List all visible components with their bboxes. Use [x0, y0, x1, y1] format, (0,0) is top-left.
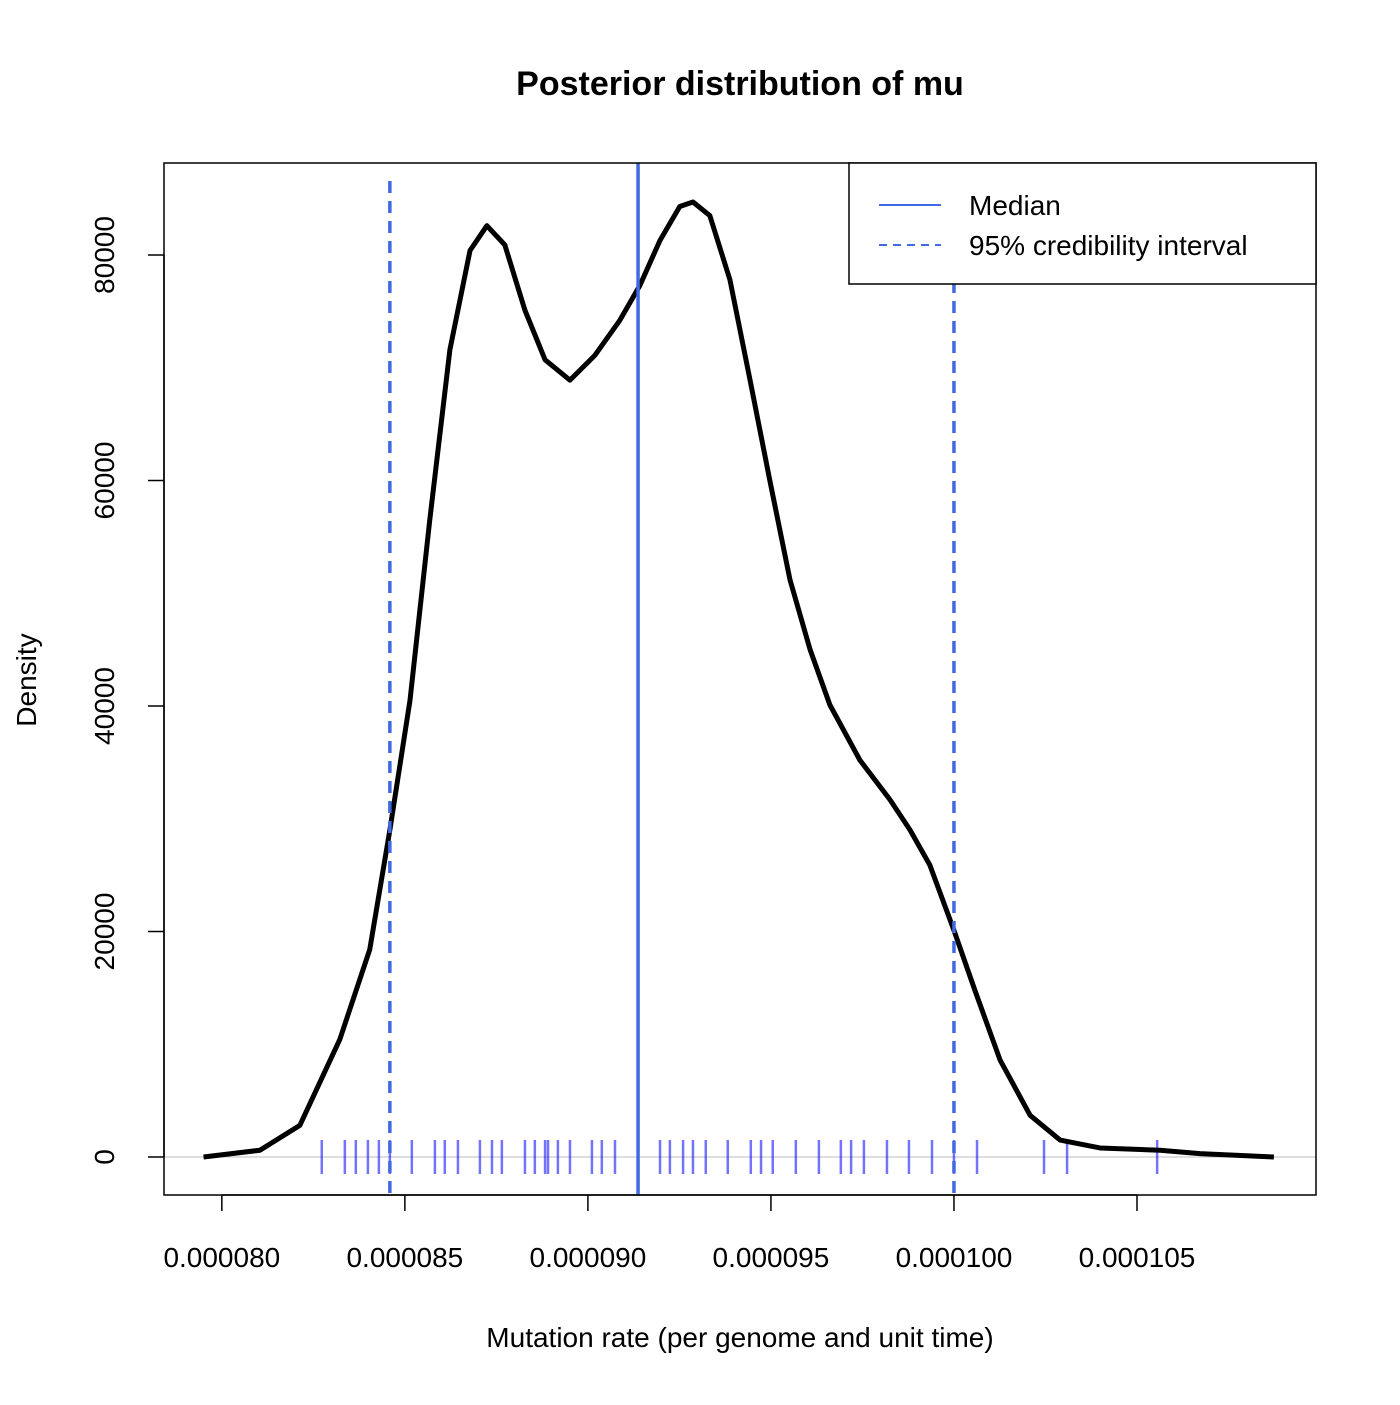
legend-label: 95% credibility interval [969, 230, 1248, 261]
legend-box [848, 162, 1317, 285]
y-axis-label: Density [11, 633, 42, 726]
y-tick-label: 40000 [89, 667, 120, 745]
x-tick-label: 0.000100 [896, 1242, 1013, 1273]
x-axis-label: Mutation rate (per genome and unit time) [486, 1322, 993, 1353]
y-tick-label: 20000 [89, 893, 120, 971]
y-tick-label: 80000 [89, 216, 120, 294]
y-tick-label: 60000 [89, 442, 120, 520]
y-tick-label: 0 [89, 1149, 120, 1165]
legend-label: Median [969, 190, 1061, 221]
x-tick-label: 0.000095 [713, 1242, 830, 1273]
x-tick-label: 0.000080 [163, 1242, 280, 1273]
x-tick-label: 0.000105 [1079, 1242, 1196, 1273]
x-tick-label: 0.000090 [530, 1242, 647, 1273]
plot-frame [163, 162, 1317, 1196]
x-tick-label: 0.000085 [346, 1242, 463, 1273]
density-line [203, 199, 1275, 1160]
chart-title: Posterior distribution of mu [516, 65, 964, 103]
